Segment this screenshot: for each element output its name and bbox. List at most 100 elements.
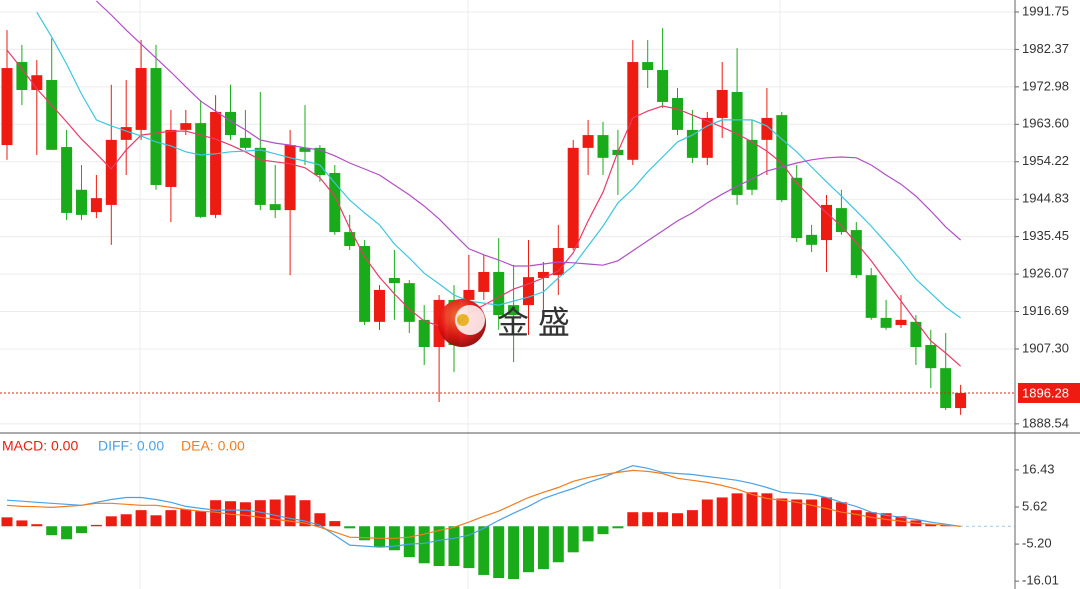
candle-body <box>388 277 400 284</box>
candle-body <box>269 204 281 211</box>
last-price-box <box>1018 382 1080 403</box>
candle-body <box>776 115 788 201</box>
moving-average-line <box>95 0 961 267</box>
macd-bar <box>701 499 713 527</box>
macd-bar <box>284 495 296 527</box>
candle-body <box>627 62 639 160</box>
candle-body <box>672 97 683 130</box>
candle-body <box>925 345 937 369</box>
macd-bar <box>46 526 58 536</box>
macd-bar <box>31 524 43 527</box>
candle-body <box>329 172 341 233</box>
y-tick-label: 1944.83 <box>1022 191 1069 206</box>
y-tick-label: 1907.30 <box>1022 340 1069 355</box>
candle-body <box>523 277 534 306</box>
macd-line <box>6 464 961 548</box>
macd-bar <box>403 526 415 558</box>
macd-bar <box>925 524 937 527</box>
candle-body <box>835 208 847 233</box>
macd-bar <box>552 526 564 563</box>
macd-bar <box>299 500 311 527</box>
candle-body <box>61 147 73 213</box>
candle-body <box>761 117 773 140</box>
macd-bar <box>105 516 117 527</box>
candle-body <box>374 289 385 322</box>
legend-label: DEA: 0.00 <box>181 438 245 454</box>
macd-bar <box>657 512 669 527</box>
macd-bar <box>61 526 73 540</box>
candle-body <box>463 289 475 300</box>
watermark: 金 盛 <box>497 304 570 340</box>
macd-bar <box>269 499 281 527</box>
macd-bar <box>672 513 683 527</box>
macd-bar <box>329 521 341 527</box>
candle-body <box>821 204 832 241</box>
candle-body <box>150 68 162 185</box>
y-tick-label: 5.62 <box>1022 498 1047 513</box>
candle-body <box>701 117 713 158</box>
candle-body <box>731 91 743 195</box>
macd-bar <box>850 510 862 527</box>
candle-body <box>344 232 356 247</box>
macd-bar <box>806 499 818 527</box>
candle-body <box>910 321 922 347</box>
candle-body <box>582 135 594 148</box>
macd-bar <box>776 498 788 527</box>
macd-bar <box>16 520 28 527</box>
macd-bar <box>865 512 877 527</box>
macd-bar <box>1 517 13 527</box>
macd-bar <box>567 526 579 553</box>
candle-body <box>478 271 490 292</box>
candle-body <box>31 75 43 90</box>
macd-bar <box>254 500 266 527</box>
logo-crescent <box>455 305 485 335</box>
y-tick-label: 1916.69 <box>1022 303 1069 318</box>
candle-body <box>359 246 371 322</box>
macd-bar <box>359 526 371 541</box>
watermark-logo <box>438 299 486 347</box>
candle-body <box>16 62 28 90</box>
candle-body <box>493 271 505 316</box>
candle-body <box>1 68 13 146</box>
macd-bar <box>731 493 743 527</box>
y-tick-label: 1991.75 <box>1022 3 1069 18</box>
candle-body <box>120 127 132 140</box>
macd-bar <box>642 512 654 527</box>
candle-body <box>716 89 728 118</box>
macd-bar <box>76 526 87 534</box>
candle-body <box>90 198 102 213</box>
macd-bar <box>597 526 609 535</box>
macd-bar <box>314 513 326 527</box>
macd-bar <box>716 497 728 527</box>
candle-body <box>686 129 698 158</box>
macd-bar <box>508 526 520 580</box>
macd-bar <box>239 502 251 527</box>
candle-body <box>46 80 58 150</box>
candle-body <box>180 123 192 130</box>
candle-body <box>105 139 117 205</box>
macd-bar <box>686 510 698 527</box>
candle-body <box>225 111 236 136</box>
candle-body <box>657 70 669 102</box>
macd-bar <box>537 526 549 570</box>
last-price-label: 1896.28 <box>1022 385 1069 400</box>
macd-bar <box>165 510 177 527</box>
macd-bar <box>791 499 803 527</box>
candle-body <box>746 139 758 190</box>
macd-bar <box>612 526 624 529</box>
macd-bar <box>344 526 356 529</box>
macd-bar <box>90 524 102 527</box>
macd-bar <box>135 510 147 527</box>
candle-body <box>299 147 311 152</box>
candle-body <box>865 275 877 318</box>
y-tick-label: 1888.54 <box>1022 415 1069 430</box>
candle-body <box>597 135 609 158</box>
y-tick-label: 1926.07 <box>1022 266 1069 281</box>
macd-bar <box>821 497 832 527</box>
y-tick-label: 1935.45 <box>1022 228 1069 243</box>
macd-bar <box>448 526 460 567</box>
macd-bar <box>210 500 222 527</box>
vertical-grid <box>139 0 781 589</box>
